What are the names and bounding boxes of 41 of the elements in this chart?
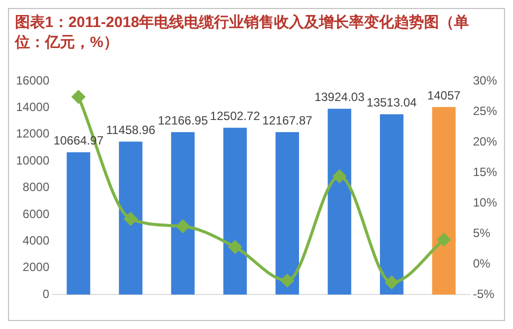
data-label: 13513.04 bbox=[366, 96, 418, 110]
bar bbox=[66, 152, 90, 295]
y2-tick-label: -5% bbox=[472, 286, 495, 301]
point bbox=[385, 276, 398, 289]
bar bbox=[118, 142, 142, 295]
y-tick-label: 12000 bbox=[16, 126, 50, 141]
y2-tick-label: 20% bbox=[472, 134, 498, 148]
y2-tick-label: 5% bbox=[472, 226, 491, 240]
y2-tick-label: 25% bbox=[472, 104, 498, 118]
bar bbox=[276, 132, 300, 295]
y-tick-label: 2000 bbox=[22, 260, 50, 274]
data-label: 12502.72 bbox=[210, 109, 260, 123]
chart-title: 图表1：2011-2018年电线电缆行业销售收入及增长率变化趋势图（单位：亿元，%） bbox=[14, 13, 470, 53]
y2-tick-label: 15% bbox=[472, 164, 498, 179]
y-tick-label: 16000 bbox=[16, 73, 50, 88]
bar bbox=[328, 108, 352, 295]
bar bbox=[171, 132, 195, 295]
y-tick-label: 4000 bbox=[22, 234, 50, 248]
y-tick-label: 14000 bbox=[16, 100, 50, 114]
y2-tick-label: 0% bbox=[472, 256, 491, 270]
point bbox=[437, 233, 450, 246]
point bbox=[280, 274, 294, 288]
y2-tick-label: 30% bbox=[472, 73, 498, 88]
y-tick-label: 10000 bbox=[16, 153, 50, 168]
data-label: 13924.03 bbox=[314, 90, 365, 104]
point bbox=[72, 90, 85, 104]
bar bbox=[380, 114, 404, 295]
data-label: 12166.95 bbox=[158, 113, 208, 128]
y-tick-label: 6000 bbox=[22, 206, 50, 221]
y-tick-label: 8000 bbox=[22, 180, 50, 194]
y2-tick-label: 10% bbox=[472, 195, 498, 210]
bar bbox=[223, 128, 247, 295]
point bbox=[228, 240, 242, 254]
data-label: 11458.96 bbox=[106, 122, 156, 137]
data-label: 14057 bbox=[427, 88, 461, 102]
point bbox=[176, 220, 190, 233]
point bbox=[124, 212, 138, 226]
point bbox=[332, 170, 346, 183]
bar bbox=[432, 106, 456, 295]
y-tick-label: 0 bbox=[42, 286, 50, 301]
data-label: 12167.87 bbox=[262, 113, 313, 128]
